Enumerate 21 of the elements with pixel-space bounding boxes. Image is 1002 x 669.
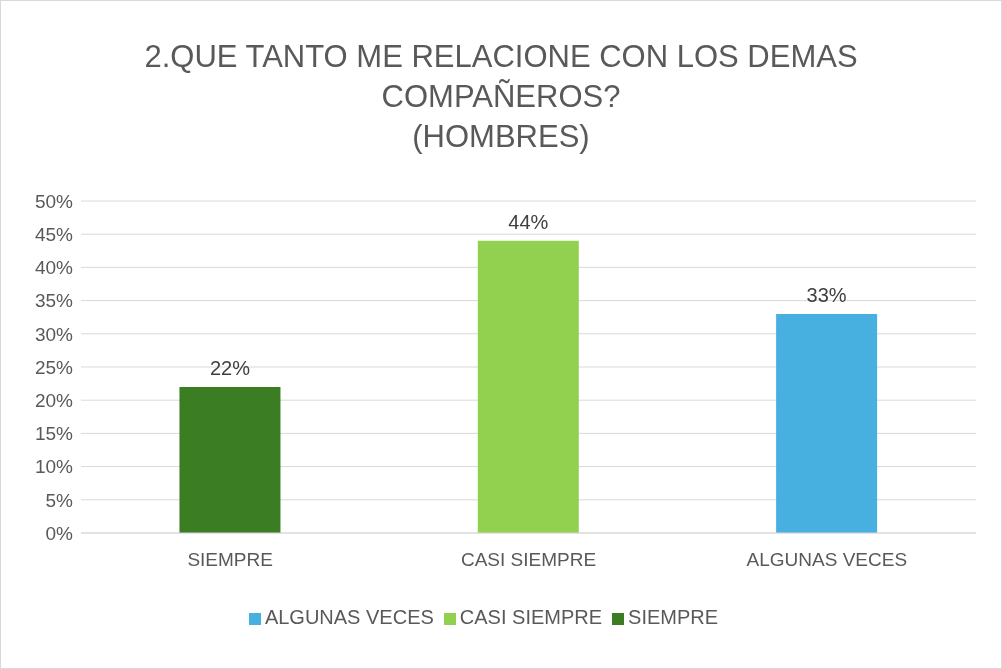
x-tick-label: ALGUNAS VECES (746, 549, 908, 571)
y-tick-label: 35% (34, 290, 74, 312)
legend-label: CASI SIEMPRE (459, 606, 603, 628)
y-tick-label: 50% (34, 190, 74, 212)
data-label: 22% (209, 356, 251, 379)
x-tick-label: CASI SIEMPRE (460, 549, 597, 571)
y-tick-label: 0% (45, 522, 74, 544)
legend-label: ALGUNAS VECES (264, 606, 434, 628)
data-label: 44% (508, 210, 549, 233)
data-label: 33% (806, 283, 847, 306)
y-tick-label: 10% (34, 456, 74, 478)
y-tick-label: 25% (34, 356, 74, 378)
legend-label: SIEMPRE (628, 606, 719, 628)
y-tick-label: 40% (34, 257, 74, 279)
y-tick-label: 45% (34, 223, 74, 245)
chart-title: 2.QUE TANTO ME RELACIONE CON LOS DEMAS COMPAÑEROS? (HOMBRES) (143, 38, 859, 156)
x-tick-label: SIEMPRE (187, 549, 273, 571)
y-tick-label: 30% (34, 323, 74, 345)
y-tick-label: 15% (34, 423, 74, 445)
y-tick-label: 5% (45, 489, 74, 511)
y-tick-label: 20% (34, 389, 74, 411)
